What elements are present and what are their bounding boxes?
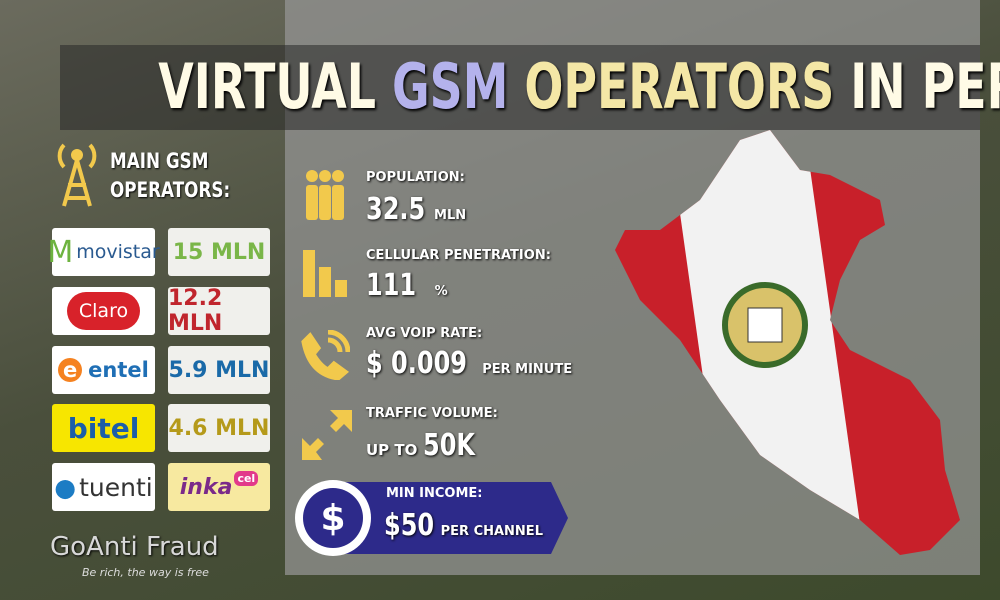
- value-text: $ 0.009: [366, 346, 467, 381]
- operator-logo: inka cel: [168, 463, 270, 511]
- label-text: CELLULAR PENETRATION:: [366, 248, 551, 263]
- traffic-icon: [302, 410, 352, 460]
- income-banner: $: [295, 480, 568, 556]
- subscribers: 5.9 MLN: [168, 357, 270, 383]
- brand-name: GoAnti Fraud: [50, 532, 219, 562]
- operator-logo: e entel: [52, 346, 155, 394]
- operator-value: 4.6 MLN: [168, 404, 270, 452]
- brand-logo: GoAnti Fraud: [50, 532, 219, 562]
- value-text: $50: [384, 508, 435, 543]
- stat-label: CELLULAR PENETRATION:: [366, 248, 551, 263]
- slogan-text: Be rich, the way is free: [82, 566, 209, 579]
- unit-text: PER MINUTE: [482, 362, 573, 377]
- prefix-text: UP TO: [366, 441, 418, 459]
- operator-logo: Claro: [52, 287, 155, 335]
- operator-name: tuenti: [79, 472, 153, 502]
- unit-text: MLN: [434, 208, 467, 223]
- stat-label: POPULATION:: [366, 170, 465, 185]
- operator-name: bitel: [67, 411, 140, 445]
- svg-text:$: $: [320, 498, 345, 539]
- title-part: GSM: [391, 50, 509, 123]
- brand-slogan: Be rich, the way is free: [82, 566, 209, 579]
- voip-icon: [301, 330, 350, 380]
- subscribers: 4.6 MLN: [168, 415, 270, 441]
- operator-name: inka: [179, 474, 233, 500]
- stat-label: AVG VOIP RATE:: [366, 326, 482, 341]
- title-bar: [60, 45, 980, 130]
- value-text: 50K: [423, 428, 476, 463]
- stat-label: TRAFFIC VOLUME:: [366, 406, 498, 421]
- label-text: TRAFFIC VOLUME:: [366, 406, 498, 421]
- value-text: 111: [366, 268, 417, 303]
- operator-name: movistar: [76, 241, 160, 263]
- heading-line: OPERATORS:: [110, 178, 231, 202]
- operator-value: 15 MLN: [168, 228, 270, 276]
- stat-value: $ 0.009 PER MINUTE: [366, 346, 572, 381]
- operators-heading: MAIN GSM: [110, 148, 233, 175]
- operator-value: 5.9 MLN: [168, 346, 270, 394]
- label-text: AVG VOIP RATE:: [366, 326, 483, 341]
- heading-line: MAIN GSM: [110, 149, 209, 173]
- operators-heading: OPERATORS:: [110, 177, 260, 204]
- stat-value: 111%: [366, 268, 448, 303]
- operator-name: entel: [88, 358, 149, 382]
- penetration-icon: [303, 250, 347, 297]
- unit-text: PER CHANNEL: [440, 524, 543, 539]
- title-part: VIRTUAL: [158, 50, 377, 123]
- label-text: MIN INCOME:: [386, 486, 483, 501]
- label-text: POPULATION:: [366, 170, 465, 185]
- subscribers: 12.2 MLN: [168, 286, 223, 336]
- operator-name: Claro: [66, 292, 141, 330]
- title-part: IN PERU: [850, 50, 1000, 123]
- operator-value: 12.2 MLN: [168, 286, 270, 336]
- stat-value: UP TO 50K: [366, 428, 488, 463]
- title: VIRTUAL GSM OPERATORS IN PERU: [0, 52, 1000, 122]
- stat-label: MIN INCOME:: [386, 486, 483, 501]
- unit-text: %: [434, 284, 448, 299]
- stat-value: 32.5 MLN: [366, 192, 466, 227]
- subscribers: 15 MLN: [172, 239, 266, 265]
- operator-logo: ● tuenti: [52, 463, 155, 511]
- value-text: 32.5: [366, 192, 426, 227]
- peru-map: [615, 130, 960, 555]
- operator-logo: bitel: [52, 404, 155, 452]
- population-icon: [306, 170, 344, 220]
- stat-value: $50 PER CHANNEL: [384, 508, 543, 543]
- title-part: OPERATORS: [524, 50, 835, 123]
- operator-name: cel: [234, 471, 259, 486]
- antenna-icon: [57, 143, 97, 207]
